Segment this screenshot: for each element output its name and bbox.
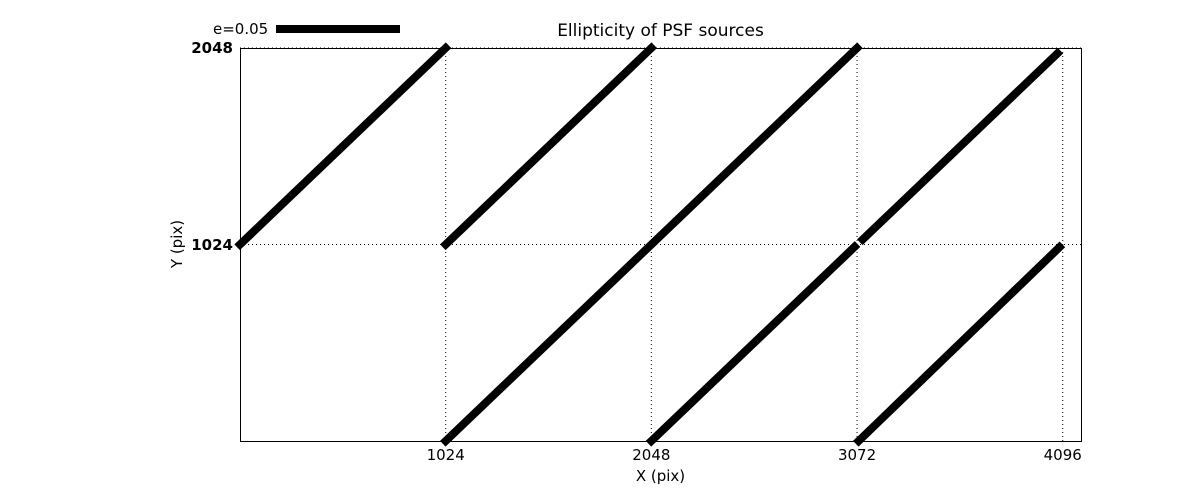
psf-whisker-segment <box>857 47 1064 246</box>
legend: e=0.05 <box>213 20 401 38</box>
x-tick-label: 2048 <box>632 446 671 464</box>
legend-line-sample <box>276 25 401 33</box>
x-tick-label: 3072 <box>837 446 877 464</box>
psf-whisker-segment <box>645 241 861 447</box>
chart-title: Ellipticity of PSF sources <box>557 21 764 41</box>
y-axis-label: Y (pix) <box>168 219 186 269</box>
y-tick-label: 1024 <box>191 235 233 254</box>
x-tick-label: 1024 <box>426 446 465 464</box>
psf-whisker-segment <box>440 42 658 251</box>
y-tick-label: 2048 <box>191 39 233 57</box>
x-tick-label: 4096 <box>1043 446 1082 464</box>
psf-whisker-segment <box>852 241 1066 447</box>
psf-whisker-segment <box>234 42 452 251</box>
x-axis-label: X (pix) <box>635 467 686 485</box>
psf-whisker-segment <box>440 42 863 447</box>
legend-label: e=0.05 <box>213 20 269 38</box>
